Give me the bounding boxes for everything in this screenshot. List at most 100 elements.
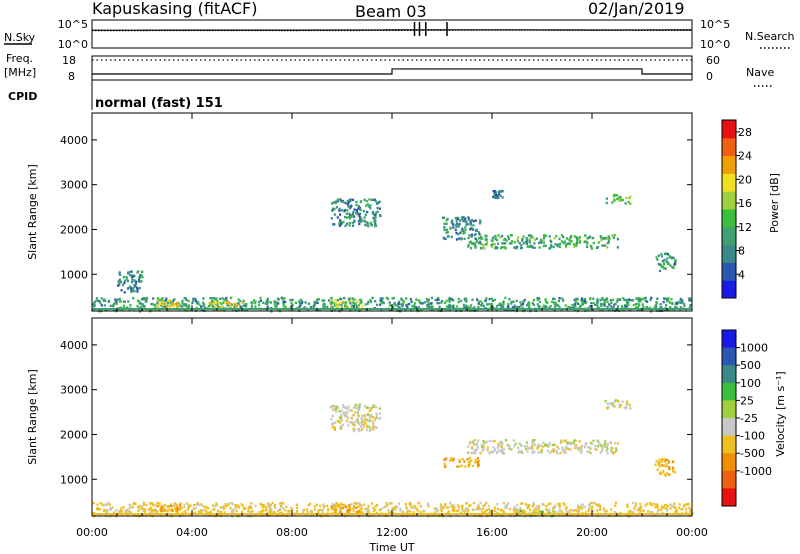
heatmap-cell: [562, 235, 565, 239]
heatmap-cell: [216, 304, 219, 307]
heatmap-cell: [659, 263, 662, 267]
heatmap-cell: [499, 236, 502, 239]
heatmap-cell: [444, 465, 447, 468]
heatmap-cell: [480, 446, 484, 449]
heatmap-cell: [280, 511, 283, 515]
heatmap-cell: [406, 510, 409, 513]
heatmap-cell: [455, 219, 458, 223]
heatmap-cell: [618, 405, 621, 409]
heatmap-cell: [364, 405, 367, 408]
heatmap-cell: [136, 288, 139, 291]
heatmap-cell: [183, 309, 186, 312]
heatmap-cell: [274, 305, 277, 309]
heatmap-cell: [516, 240, 519, 243]
heatmap-cell: [330, 505, 333, 508]
heatmap-cell: [100, 297, 103, 300]
heatmap-cell: [508, 242, 511, 245]
heatmap-cell: [607, 235, 610, 238]
heatmap-cell: [192, 299, 195, 302]
heatmap-cell: [531, 302, 534, 305]
heatmap-cell: [494, 246, 498, 249]
heatmap-cell: [287, 509, 290, 513]
heatmap-cell: [379, 303, 382, 306]
heatmap-cell: [488, 302, 491, 306]
heatmap-cell: [95, 297, 98, 300]
colorbar-swatch: [722, 330, 736, 349]
heatmap-cell: [574, 300, 578, 304]
heatmap-cell: [565, 506, 568, 509]
heatmap-cell: [491, 239, 494, 242]
heatmap-cell: [237, 505, 240, 509]
heatmap-cell: [259, 514, 262, 517]
heatmap-cell: [413, 305, 416, 309]
heatmap-cell: [176, 508, 179, 511]
heatmap-cell: [332, 207, 335, 211]
heatmap-cell: [348, 409, 351, 412]
heatmap-cell: [258, 300, 261, 304]
heatmap-cell: [380, 507, 383, 510]
heatmap-cell: [526, 504, 529, 507]
heatmap-cell: [524, 510, 527, 514]
heatmap-cell: [482, 447, 485, 451]
heatmap-cell: [660, 253, 663, 256]
heatmap-cell: [678, 503, 681, 506]
heatmap-cell: [658, 472, 661, 475]
heatmap-cell: [564, 451, 568, 454]
heatmap-cell: [654, 463, 657, 466]
heatmap-cell: [656, 297, 659, 300]
heatmap-cell: [579, 506, 582, 509]
heatmap-cell: [120, 511, 123, 514]
heatmap-cell: [387, 508, 390, 512]
heatmap-cell: [391, 306, 394, 309]
beam-title: Beam 03: [355, 2, 427, 21]
heatmap-cell: [142, 501, 146, 505]
heatmap-cell: [464, 465, 467, 468]
heatmap-cell: [379, 299, 382, 302]
heatmap-cell: [596, 445, 599, 448]
heatmap-cell: [657, 254, 660, 257]
heatmap-cell: [214, 301, 217, 304]
heatmap-cell: [114, 302, 118, 305]
colorbar-swatch: [722, 347, 736, 366]
heatmap-cell: [105, 503, 109, 506]
heatmap-cell: [366, 302, 369, 305]
heatmap-cell: [614, 309, 617, 312]
colorbar-tick-label: -1000: [740, 465, 772, 478]
colorbar-tick-label: 4: [738, 268, 745, 281]
heatmap-cell: [517, 446, 520, 449]
heatmap-cell: [576, 297, 579, 301]
heatmap-cell: [552, 507, 555, 510]
heatmap-cell: [340, 419, 343, 422]
heatmap-cell: [493, 450, 496, 453]
heatmap-cell: [458, 506, 461, 509]
cpid-panel: CPID normal (fast) 151: [8, 80, 223, 111]
heatmap-cell: [575, 244, 578, 247]
heatmap-cell: [540, 451, 543, 454]
heatmap-cell: [260, 510, 263, 513]
heatmap-cell: [470, 218, 473, 222]
heatmap-cell: [537, 443, 540, 446]
heatmap-cell: [339, 511, 342, 514]
heatmap-cell: [482, 440, 485, 443]
heatmap-cell: [437, 301, 440, 305]
heatmap-cell: [681, 299, 684, 302]
heatmap-cell: [336, 299, 339, 302]
heatmap-cell: [493, 190, 496, 193]
heatmap-cell: [180, 305, 183, 308]
heatmap-cell: [367, 510, 370, 513]
heatmap-cell: [592, 439, 595, 442]
heatmap-cell: [628, 513, 631, 517]
heatmap-cell: [259, 502, 262, 505]
heatmap-cell: [268, 510, 271, 513]
heatmap-cell: [527, 505, 531, 509]
heatmap-cell: [337, 505, 340, 508]
heatmap-cell: [465, 502, 468, 505]
heatmap-cell: [175, 511, 178, 515]
heatmap-cell: [513, 246, 516, 249]
heatmap-cell: [524, 503, 527, 506]
heatmap-cell: [299, 304, 302, 307]
heatmap-cell: [583, 446, 586, 449]
heatmap-cell: [565, 441, 568, 444]
heatmap-cell: [539, 444, 543, 447]
heatmap-cell: [616, 300, 619, 303]
